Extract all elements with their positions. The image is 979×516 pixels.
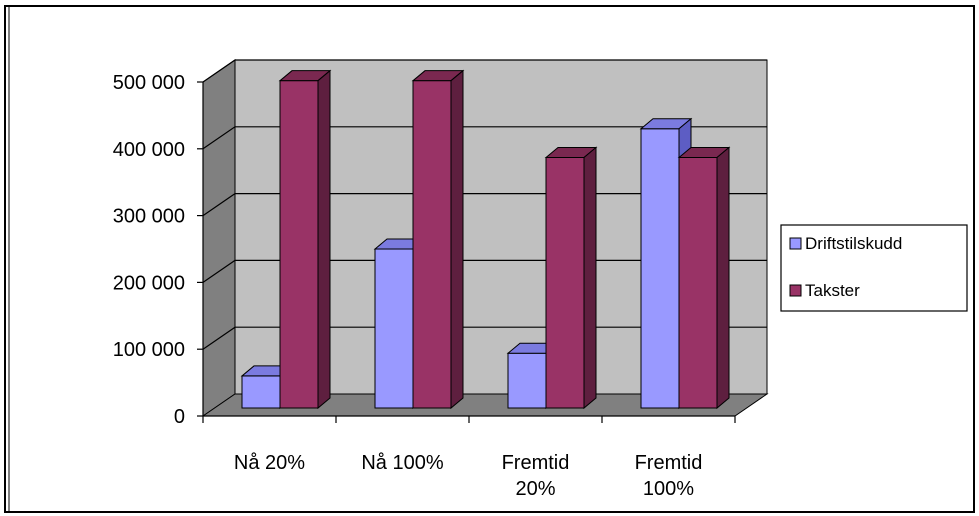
gridline-4 <box>202 126 767 150</box>
bar-takster-2 <box>544 146 598 410</box>
x-tick-label: Fremtid <box>502 452 570 474</box>
bar-takster-1 <box>411 69 465 410</box>
bar-side <box>583 146 597 410</box>
bar-front <box>640 128 680 409</box>
y-tick-label: 100 000 <box>113 339 185 361</box>
legend-box <box>780 224 968 312</box>
bar-takster-0 <box>278 69 332 410</box>
bar-front <box>241 375 281 409</box>
y-tick-label: 200 000 <box>113 272 185 294</box>
legend-swatch-driftstilskudd <box>789 237 802 250</box>
y-tick-label: 400 000 <box>113 139 185 161</box>
bar-side <box>450 69 464 410</box>
bar-side <box>317 69 331 410</box>
legend-label-driftstilskudd: Driftstilskudd <box>805 234 902 253</box>
x-tick-label: 20% <box>515 478 555 500</box>
bars <box>240 69 731 410</box>
bar-takster-3 <box>677 146 731 410</box>
y-tick-label: 500 000 <box>113 72 185 94</box>
x-tick-label: 100% <box>643 478 694 500</box>
x-axis-tick-labels: Nå 20% Nå 100% Fremtid 20% Fremtid 100% <box>234 452 702 500</box>
bar-front <box>545 157 585 409</box>
bar-front <box>507 352 547 409</box>
legend-label-takster: Takster <box>805 281 860 300</box>
x-tick-label: Fremtid <box>635 452 703 474</box>
legend: Driftstilskudd Takster <box>780 224 968 312</box>
bar-front <box>412 80 452 409</box>
axes <box>197 81 736 423</box>
bar-front <box>374 248 414 409</box>
y-axis-tick-labels: 0 100 000 200 000 300 000 400 000 500 000 <box>113 72 185 428</box>
x-tick-label: Nå 20% <box>234 452 305 474</box>
y-tick-label: 0 <box>174 406 185 428</box>
bar-front <box>678 157 718 409</box>
y-tick-label: 300 000 <box>113 206 185 228</box>
bar-front <box>279 80 319 409</box>
legend-swatch-takster <box>789 284 802 297</box>
gridline-5 <box>202 59 767 83</box>
plot-area <box>201 59 769 417</box>
bar-side <box>716 146 730 410</box>
side-wall <box>202 59 236 417</box>
x-tick-label: Nå 100% <box>361 452 443 474</box>
